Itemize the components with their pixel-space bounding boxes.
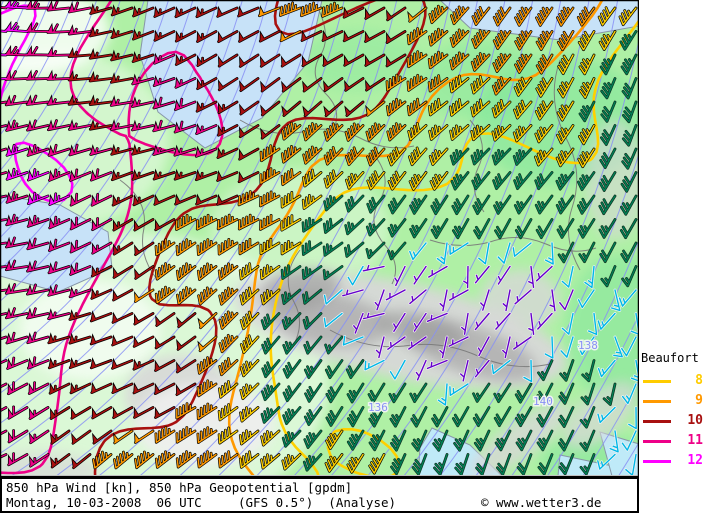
caption-copyright: © www.wetter3.de xyxy=(481,495,602,510)
legend-title: Beaufort xyxy=(641,351,699,365)
legend-item-bft-8: 8 xyxy=(641,371,703,391)
geopotential-label: 140 xyxy=(533,395,553,408)
legend-item-bft-10: 10 xyxy=(641,411,703,431)
beaufort-legend: Beaufort 8 9 10 11 12 xyxy=(641,351,703,471)
caption-parameter-title: 850 hPa Wind [kn], 850 hPa Geopotential … xyxy=(6,480,353,495)
legend-item-bft-9: 9 xyxy=(641,391,703,411)
legend-color-swatch xyxy=(643,400,671,403)
legend-item-label: 8 xyxy=(695,373,703,388)
legend-item-label: 9 xyxy=(695,393,703,408)
legend-color-swatch xyxy=(643,460,671,463)
geopotential-label: 136 xyxy=(368,401,388,414)
caption-bar: 850 hPa Wind [kn], 850 hPa Geopotential … xyxy=(0,477,639,513)
legend-item-bft-11: 11 xyxy=(641,431,703,451)
caption-model-info: (GFS 0.5°) (Analyse) xyxy=(238,495,397,510)
caption-datetime: Montag, 10-03-2008 06 UTC xyxy=(6,495,202,510)
legend-color-swatch xyxy=(643,380,671,383)
legend-item-bft-12: 12 xyxy=(641,451,703,471)
geopotential-label: 138 xyxy=(578,339,598,352)
weather-map-canvas: 136 138 140 xyxy=(0,0,639,477)
legend-item-label: 11 xyxy=(687,433,703,448)
legend-rows: 8 9 10 11 12 xyxy=(641,371,703,471)
legend-item-label: 10 xyxy=(687,413,703,428)
legend-color-swatch xyxy=(643,440,671,443)
legend-color-swatch xyxy=(643,420,671,423)
legend-item-label: 12 xyxy=(687,453,703,468)
